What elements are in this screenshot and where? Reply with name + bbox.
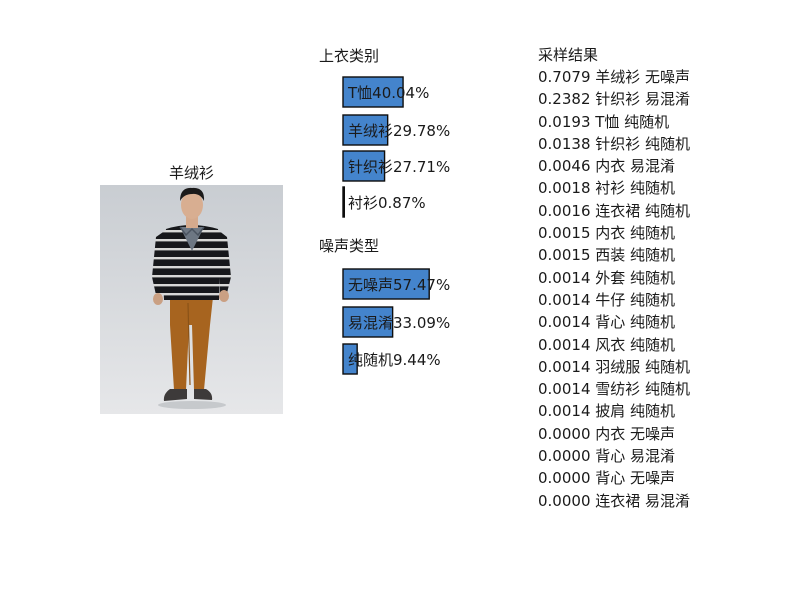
bar-针织衫 — [342, 150, 386, 182]
sample-row: 0.0014 雪纺衫 纯随机 — [538, 380, 691, 399]
sample-row: 0.0000 连衣裙 易混淆 — [538, 491, 691, 510]
bar-label-衬衫: 衬衫0.87% — [348, 194, 426, 212]
sample-row: 0.2382 针织衫 易混淆 — [538, 90, 691, 109]
bar-label-针织衫: 针织衫27.71% — [348, 158, 450, 176]
bar-羊绒衫 — [342, 114, 389, 146]
bar-易混淆 — [342, 306, 394, 338]
bar-T恤 — [342, 76, 404, 108]
bar-衬衫 — [342, 186, 346, 218]
sample-row: 0.0014 羽绒服 纯随机 — [538, 357, 691, 376]
sample-row: 0.0015 西装 纯随机 — [538, 246, 676, 265]
bar-label-易混淆: 易混淆33.09% — [348, 314, 450, 332]
man-in-striped-sweater-photo — [100, 185, 283, 414]
sample-row: 0.0138 针织衫 纯随机 — [538, 134, 691, 153]
bar-纯随机 — [342, 343, 358, 375]
sample-row: 0.0000 内衣 无噪声 — [538, 424, 676, 443]
image-title: 羊绒衫 — [168, 164, 214, 182]
bar-label-无噪声: 无噪声57.47% — [348, 276, 450, 294]
sample-row: 0.0016 连衣裙 纯随机 — [538, 201, 691, 220]
samples-title: 采样结果 — [538, 46, 599, 64]
sample-row: 0.0000 背心 易混淆 — [538, 447, 676, 466]
sample-row: 0.7079 羊绒衫 无噪声 — [538, 68, 691, 86]
sample-row: 0.0014 披肩 纯随机 — [538, 402, 676, 421]
chart-title-noise-type: 噪声类型 — [319, 237, 380, 255]
sample-row: 0.0015 内衣 纯随机 — [538, 224, 676, 243]
sample-row: 0.0014 背心 纯随机 — [538, 313, 676, 332]
bar-label-纯随机: 纯随机9.44% — [348, 351, 441, 369]
sample-row: 0.0000 背心 无噪声 — [538, 469, 676, 488]
bar-无噪声 — [342, 268, 430, 300]
sample-row: 0.0014 风衣 纯随机 — [538, 335, 676, 354]
bar-label-T恤: T恤40.04% — [347, 84, 429, 102]
sample-row: 0.0018 衬衫 纯随机 — [538, 179, 676, 198]
sample-row: 0.0046 内衣 易混淆 — [538, 157, 676, 176]
bar-label-羊绒衫: 羊绒衫29.78% — [348, 122, 450, 140]
sample-row: 0.0014 牛仔 纯随机 — [538, 290, 676, 309]
chart-title-top-category: 上衣类别 — [319, 47, 380, 65]
sample-row: 0.0014 外套 纯随机 — [538, 268, 676, 287]
samples-list: 0.7079 羊绒衫 无噪声 0.2382 针织衫 易混淆 0.0193 T恤 纯随… — [538, 66, 690, 512]
sample-row: 0.0193 T恤 纯随机 — [538, 112, 670, 131]
